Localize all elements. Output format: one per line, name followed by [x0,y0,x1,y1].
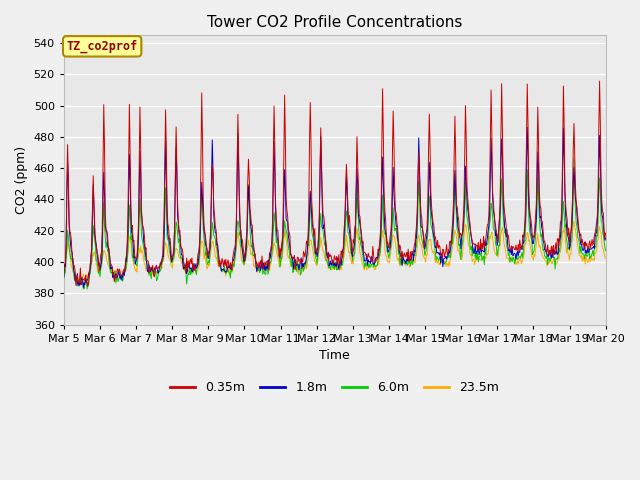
Legend: 0.35m, 1.8m, 6.0m, 23.5m: 0.35m, 1.8m, 6.0m, 23.5m [165,376,504,399]
X-axis label: Time: Time [319,349,350,362]
Title: Tower CO2 Profile Concentrations: Tower CO2 Profile Concentrations [207,15,463,30]
Text: TZ_co2prof: TZ_co2prof [67,40,138,53]
Y-axis label: CO2 (ppm): CO2 (ppm) [15,146,28,214]
